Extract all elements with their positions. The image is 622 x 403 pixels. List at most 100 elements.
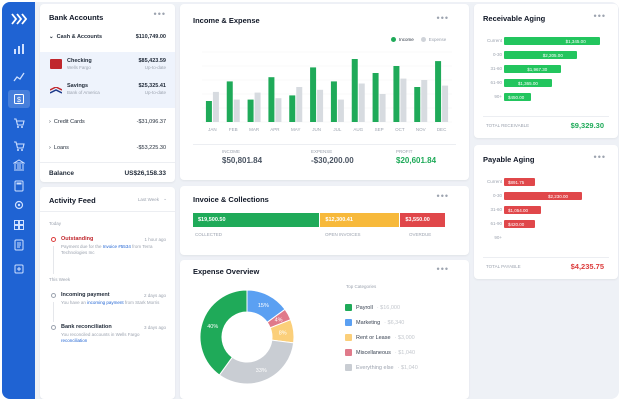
credit-cards-amount: -$31,096.37 — [136, 119, 166, 125]
x-tick-label: AUG — [353, 127, 363, 132]
more-options-icon[interactable]: ••• — [153, 9, 166, 19]
category-legend-item[interactable]: Rent or Lease · $3,000 — [345, 330, 460, 345]
category-swatch — [345, 349, 352, 356]
income-bar[interactable] — [414, 87, 421, 122]
income-bar[interactable] — [393, 66, 400, 122]
chevron-down-icon[interactable]: ⌄ — [163, 196, 167, 201]
bank-accounts-title: Bank Accounts — [49, 13, 104, 22]
x-tick-label: FEB — [229, 127, 238, 132]
open-invoices-segment[interactable]: $12,300.41 — [320, 213, 400, 227]
expense-overview-card: Expense Overview ••• 15% 4% 8% 33% 40% Top C… — [180, 260, 469, 399]
income-bar[interactable] — [351, 59, 358, 122]
bank-of-america-logo-icon — [49, 84, 63, 94]
loans-label: Loans — [53, 145, 69, 151]
income-bar[interactable] — [268, 77, 275, 122]
more-options-icon[interactable]: ••• — [593, 152, 606, 162]
loans-row[interactable]: › Loans -$53,225.30 — [49, 145, 166, 151]
aging-bar[interactable] — [504, 65, 562, 73]
expense-categories-legend: Payroll · $16,000 Marketing · $6,340 Rent … — [345, 300, 460, 375]
category-legend-item[interactable]: Marketing · $6,340 — [345, 315, 460, 330]
donut-slice[interactable] — [218, 339, 295, 385]
chart-bar-icon[interactable] — [11, 42, 27, 56]
legend-income-swatch — [391, 37, 396, 42]
income-bar[interactable] — [205, 101, 212, 122]
category-legend-item[interactable]: Everything else · $1,040 — [345, 360, 460, 375]
category-label: Rent or Lease — [356, 334, 391, 341]
divider — [40, 162, 175, 163]
trend-icon[interactable] — [11, 70, 27, 84]
category-amount: · $6,340 — [384, 319, 405, 326]
donut-slice[interactable] — [199, 289, 248, 376]
expense-bar[interactable] — [421, 80, 428, 122]
expense-bar[interactable] — [233, 99, 240, 122]
payable-aging-title: Payable Aging — [483, 155, 535, 164]
gear-icon[interactable] — [11, 198, 27, 212]
more-options-icon[interactable]: ••• — [593, 11, 606, 21]
credit-cards-row[interactable]: › Credit Cards -$31,096.37 — [49, 119, 166, 125]
timeline-line — [53, 246, 54, 274]
category-legend-item[interactable]: Payroll · $16,000 — [345, 300, 460, 315]
dollar-icon[interactable]: $ — [8, 90, 30, 108]
activity-item-link[interactable]: incoming payment — [87, 300, 124, 305]
income-bar[interactable] — [435, 61, 442, 122]
profit-summary-label: PROFIT — [396, 149, 413, 154]
expense-bar[interactable] — [379, 94, 386, 122]
income-bar[interactable] — [226, 81, 233, 122]
income-bar[interactable] — [247, 99, 254, 122]
x-tick-label: MAR — [249, 127, 260, 132]
expense-bar[interactable] — [296, 87, 303, 122]
activity-item-text: You reconciled accounts in Wells Fargo r… — [61, 332, 140, 343]
aging-bar[interactable] — [504, 93, 532, 101]
loans-amount: -$53,225.30 — [136, 145, 166, 151]
aging-bucket-label: Current — [486, 38, 502, 43]
expense-bar[interactable] — [400, 78, 407, 122]
aging-bar[interactable] — [504, 79, 552, 87]
expense-bar[interactable] — [212, 91, 219, 122]
more-options-icon[interactable]: ••• — [436, 13, 449, 23]
document-icon[interactable] — [11, 238, 27, 252]
legend-income-label: Income — [399, 37, 414, 42]
divider — [40, 211, 175, 212]
overdue-segment[interactable]: $3,550.00 — [400, 213, 445, 227]
income-bar[interactable] — [372, 73, 379, 122]
more-options-icon[interactable]: ••• — [436, 264, 449, 274]
expense-bar[interactable] — [358, 83, 365, 123]
income-bar[interactable] — [310, 67, 317, 122]
calculator-icon[interactable] — [11, 179, 27, 193]
x-tick-label: DEC — [437, 127, 447, 132]
more-options-icon[interactable]: ••• — [436, 191, 449, 201]
aging-bar[interactable] — [504, 37, 600, 45]
chevron-right-icon: › — [49, 145, 51, 151]
cash-accounts-row[interactable]: ⌄ Cash & Accounts $110,749.00 — [49, 34, 166, 40]
expense-bar[interactable] — [337, 99, 344, 122]
activity-item-link[interactable]: reconciliation — [61, 338, 88, 343]
aging-bar[interactable] — [504, 192, 582, 200]
layers-icon[interactable] — [11, 218, 27, 232]
category-legend-item[interactable]: Miscellaneous · $1,040 — [345, 345, 460, 360]
plus-icon[interactable] — [11, 262, 27, 276]
expense-bar[interactable] — [442, 85, 449, 122]
expense-bar[interactable] — [275, 98, 282, 122]
aging-bar[interactable] — [504, 178, 536, 186]
payable-bars: Current $891.75 0-30 $2,230.00 31-60 $1,054.0… — [474, 178, 618, 248]
aging-bar[interactable] — [504, 220, 536, 228]
aging-bar[interactable] — [504, 51, 577, 59]
expense-bar[interactable] — [317, 89, 324, 122]
expense-donut-chart: 15% 4% 8% 33% 40% — [199, 289, 295, 385]
category-swatch — [345, 334, 352, 341]
aging-bar[interactable] — [504, 206, 542, 214]
receivable-aging-card: Receivable Aging ••• Current $1,345.00 0-3… — [474, 4, 618, 138]
cart-icon[interactable] — [11, 116, 27, 130]
income-bar[interactable] — [330, 81, 337, 122]
donut-slice-label: 40% — [207, 324, 218, 330]
activity-item-link[interactable]: Invoice #5534 — [102, 244, 131, 249]
cart-alt-icon[interactable] — [11, 139, 27, 153]
open-invoices-label: OPEN INVOICES — [325, 232, 361, 237]
activity-filter[interactable]: Last Week — [137, 197, 159, 202]
bank-icon[interactable] — [11, 158, 27, 172]
logo-icon[interactable] — [10, 11, 28, 27]
income-bar[interactable] — [289, 95, 296, 122]
expense-bar[interactable] — [254, 92, 261, 122]
savings-amount: $25,325.41 — [138, 83, 166, 89]
collected-segment[interactable]: $19,500.50 — [193, 213, 320, 227]
